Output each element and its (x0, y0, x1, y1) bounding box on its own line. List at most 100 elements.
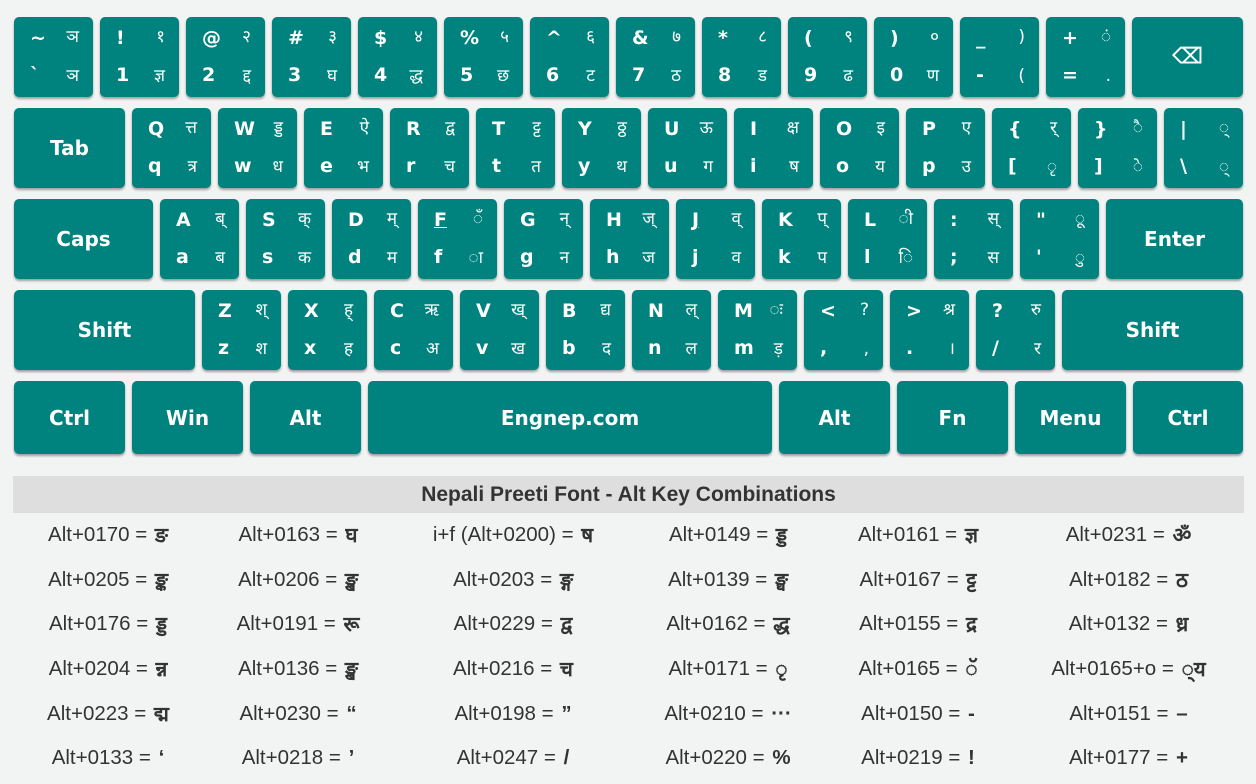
key-ctrl-left[interactable]: Ctrl (14, 381, 125, 454)
result-character: ङ्क (154, 568, 168, 592)
result-character: ङ्घ (774, 568, 788, 592)
key-shift-label: E (320, 118, 333, 140)
key-shift-label: R (406, 118, 421, 140)
key-ctrl-right[interactable]: Ctrl (1133, 381, 1243, 454)
alt-code: Alt+0165 = (858, 657, 958, 681)
key-base-nepali: । (948, 339, 955, 359)
key-base-label: ' (1036, 246, 1042, 268)
key-h[interactable]: H ज् h ज (590, 199, 669, 279)
key-win[interactable]: Win (132, 381, 243, 454)
key-bracket-left[interactable]: {र् [ृ (992, 108, 1071, 188)
key-backtick[interactable]: ~ ञ ` ञ (14, 17, 93, 97)
key-backslash[interactable]: |् \् (1164, 108, 1243, 188)
result-character: + (1175, 746, 1188, 770)
key-d[interactable]: D म् d म (332, 199, 411, 279)
key-o[interactable]: O इ o य (820, 108, 899, 188)
key-2[interactable]: @२ 2 द्द (186, 17, 265, 97)
key-s[interactable]: S क् s क (246, 199, 325, 279)
key-bracket-right[interactable]: }ै]े (1078, 108, 1157, 188)
key-base-nepali: ज (642, 248, 655, 268)
key-q[interactable]: Q त्त q त्र (132, 108, 211, 188)
alt-code: Alt+0218 = (241, 746, 341, 770)
key-9[interactable]: (९ 9 ढ (788, 17, 867, 97)
key-j[interactable]: J व् j व (676, 199, 755, 279)
key-y[interactable]: Y ठ्ठ y थ (562, 108, 641, 188)
key-1[interactable]: ! १ 1 ज्ञ (100, 17, 179, 97)
key-space[interactable]: Engnep.com (368, 381, 772, 454)
key-base-nepali: द्ध (409, 66, 423, 86)
key-shift-label: ? (992, 300, 1004, 322)
key-tab[interactable]: Tab (14, 108, 125, 188)
key-fn[interactable]: Fn (897, 381, 1008, 454)
key-alt-left[interactable]: Alt (250, 381, 361, 454)
key-7[interactable]: & ७ 7 ठ (616, 17, 695, 97)
key-6[interactable]: ^ ६ 6 ट (530, 17, 609, 97)
result-character: / (563, 746, 570, 770)
key-period[interactable]: > श्र. । (890, 290, 969, 370)
key-8[interactable]: * ८ 8 ड (702, 17, 781, 97)
result-character: ॐ (1172, 524, 1192, 548)
key-shift-left[interactable]: Shift (14, 290, 195, 370)
key-enter[interactable]: Enter (1106, 199, 1243, 279)
key-a[interactable]: A ब् a ब (160, 199, 239, 279)
key-w[interactable]: W ड्ड w ध (218, 108, 297, 188)
key-shift-label: V (476, 300, 491, 322)
key-k[interactable]: K प् k प (762, 199, 841, 279)
key-label: Ctrl (49, 405, 90, 430)
alt-code: Alt+0171 = (668, 657, 768, 681)
key-5[interactable]: % ५ 5 छ (444, 17, 523, 97)
key-base-nepali: उ (961, 157, 971, 177)
key-shift-label: G (520, 209, 536, 231)
key-base-label: 3 (288, 64, 302, 86)
combination-cell: Alt+0223 = द्म (13, 691, 203, 736)
key-caps[interactable]: Caps (14, 199, 153, 279)
key-base-label: 5 (460, 64, 474, 86)
combination-cell: Alt+0155 = द्र (823, 602, 1013, 647)
alt-code: Alt+0191 = (236, 612, 336, 636)
key-3[interactable]: #३ 3 घ (272, 17, 351, 97)
key-i[interactable]: I क्ष i ष (734, 108, 813, 188)
key-base-label: z (218, 337, 230, 359)
alt-code: Alt+0136 = (238, 657, 338, 681)
key-4[interactable]: $४ 4 द्ध (358, 17, 437, 97)
key-comma[interactable]: <?,, (804, 290, 883, 370)
key-base-label: x (304, 337, 317, 359)
key-0[interactable]: ) ० 0 ण (874, 17, 953, 97)
key-backspace[interactable]: ⌫ (1132, 17, 1243, 97)
key-alt-right[interactable]: Alt (779, 381, 890, 454)
key-equals[interactable]: +ं =. (1046, 17, 1125, 97)
key-label: Alt (289, 405, 322, 430)
alt-code: Alt+0150 = (861, 701, 961, 725)
key-p[interactable]: P ए p उ (906, 108, 985, 188)
key-v[interactable]: V ख् v ख (460, 290, 539, 370)
key-shift-label: } (1094, 118, 1108, 140)
key-f[interactable]: Fँ fा (418, 199, 497, 279)
result-character: ध्र (1175, 613, 1189, 637)
key-menu[interactable]: Menu (1015, 381, 1126, 454)
result-character: – (1176, 701, 1188, 725)
key-r[interactable]: R द्व r च (390, 108, 469, 188)
key-b[interactable]: B द्य b द (546, 290, 625, 370)
result-character: ड्ड (775, 524, 787, 548)
key-t[interactable]: T ट्ट t त (476, 108, 555, 188)
key-shift-label: { (1008, 118, 1022, 140)
key-slash[interactable]: ? रु / र (976, 290, 1055, 370)
key-base-label: j (692, 246, 699, 268)
result-character: ··· (771, 701, 792, 725)
key-g[interactable]: G न् g न (504, 199, 583, 279)
key-m[interactable]: Mः m ड़ (718, 290, 797, 370)
key-minus[interactable]: _) - ( (960, 17, 1039, 97)
key-l[interactable]: Lी lि (848, 199, 927, 279)
alt-code: Alt+0231 = (1065, 523, 1165, 547)
key-e[interactable]: E ऐ e भ (304, 108, 383, 188)
key-base-nepali: ु (1074, 248, 1085, 268)
key-n[interactable]: N ल् n ल (632, 290, 711, 370)
result-character: ट्ट (966, 568, 977, 592)
key-z[interactable]: Z श् z श (202, 290, 281, 370)
key-semicolon[interactable]: : स्; स (934, 199, 1013, 279)
key-quote[interactable]: "ू 'ु (1020, 199, 1099, 279)
key-shift-right[interactable]: Shift (1062, 290, 1243, 370)
key-x[interactable]: X ह् x ह (288, 290, 367, 370)
